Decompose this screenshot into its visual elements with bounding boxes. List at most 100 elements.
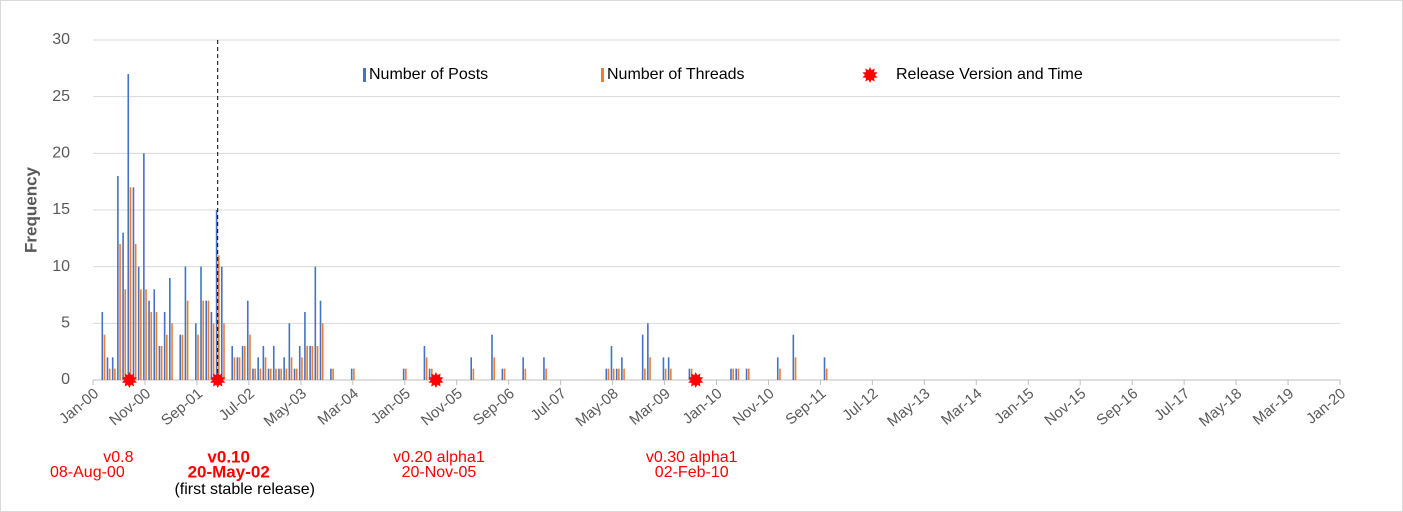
bar <box>101 312 104 380</box>
bar <box>238 357 241 380</box>
bar <box>306 346 308 380</box>
bar <box>220 266 223 380</box>
release-marker <box>210 372 226 388</box>
bar <box>267 368 270 380</box>
bar <box>290 357 293 380</box>
bar <box>311 346 314 380</box>
bar <box>607 368 610 380</box>
bar <box>283 357 285 380</box>
bar <box>615 368 618 380</box>
release-annotation: v0.10 <box>207 447 250 466</box>
legend-label: Number of Threads <box>607 66 745 83</box>
bar <box>288 323 291 380</box>
bar <box>332 368 334 380</box>
bar <box>163 312 166 380</box>
bar <box>825 368 828 380</box>
release-marker <box>428 372 444 388</box>
bar <box>545 368 547 380</box>
bar <box>210 312 213 380</box>
bar <box>612 368 615 380</box>
bar <box>275 368 277 380</box>
bar <box>428 368 431 380</box>
bar <box>114 368 116 380</box>
bar <box>472 368 475 380</box>
bar <box>321 323 324 380</box>
bar <box>212 323 215 380</box>
bar <box>257 357 259 380</box>
bar <box>470 357 472 380</box>
release-annotation: v0.8 <box>103 449 133 466</box>
bar <box>215 210 218 380</box>
bar <box>233 357 236 380</box>
bar <box>145 289 147 380</box>
bar <box>249 334 251 380</box>
bar <box>745 368 748 380</box>
bar <box>252 368 254 380</box>
y-tick-label: 0 <box>61 371 70 388</box>
bar <box>747 368 750 380</box>
bar <box>140 289 142 380</box>
bar <box>143 153 145 380</box>
bar <box>405 368 407 380</box>
bar <box>605 368 608 380</box>
legend-label: Release Version and Time <box>896 66 1083 83</box>
bar <box>491 334 493 380</box>
release-annotation: v0.20 alpha1 <box>393 449 485 466</box>
bar <box>111 357 114 380</box>
bar <box>272 346 275 380</box>
bar <box>493 357 495 380</box>
bar <box>330 368 332 380</box>
bar <box>623 368 625 380</box>
bar <box>732 368 734 380</box>
bar <box>155 312 158 380</box>
bar <box>117 176 119 380</box>
legend-swatch <box>601 68 604 82</box>
bar <box>278 368 280 380</box>
bar <box>425 357 428 380</box>
bar <box>197 334 199 380</box>
bar <box>621 357 623 380</box>
bar <box>134 244 137 380</box>
bar <box>160 346 163 380</box>
bar <box>132 187 135 380</box>
bar <box>304 312 306 380</box>
bar <box>280 368 282 380</box>
bar <box>402 368 405 380</box>
bar <box>316 346 319 380</box>
bar <box>171 323 173 380</box>
bar <box>301 357 303 380</box>
bar <box>501 368 504 380</box>
bar <box>662 357 665 380</box>
bar <box>231 346 233 380</box>
bar <box>108 368 111 380</box>
bar <box>776 357 779 380</box>
bar <box>688 368 691 380</box>
y-tick-label: 15 <box>52 201 70 218</box>
bar <box>423 346 426 380</box>
bar <box>243 346 246 380</box>
bar <box>735 368 737 380</box>
bar <box>730 368 732 380</box>
bar <box>181 334 184 380</box>
bar <box>353 368 355 380</box>
bar <box>298 346 301 380</box>
bar <box>670 368 672 380</box>
bar <box>295 368 298 380</box>
y-tick-label: 5 <box>61 315 70 332</box>
y-tick-label: 10 <box>52 258 70 275</box>
y-tick-label: 30 <box>52 31 70 48</box>
bar <box>241 346 244 380</box>
bar <box>285 368 288 380</box>
bar <box>779 368 781 380</box>
bar <box>269 368 272 380</box>
bar <box>184 266 187 380</box>
bar <box>319 300 322 380</box>
bar <box>664 368 667 380</box>
bar <box>150 312 153 380</box>
bar <box>218 255 220 380</box>
bar <box>350 368 353 380</box>
bar <box>823 357 826 380</box>
bar <box>195 323 197 380</box>
